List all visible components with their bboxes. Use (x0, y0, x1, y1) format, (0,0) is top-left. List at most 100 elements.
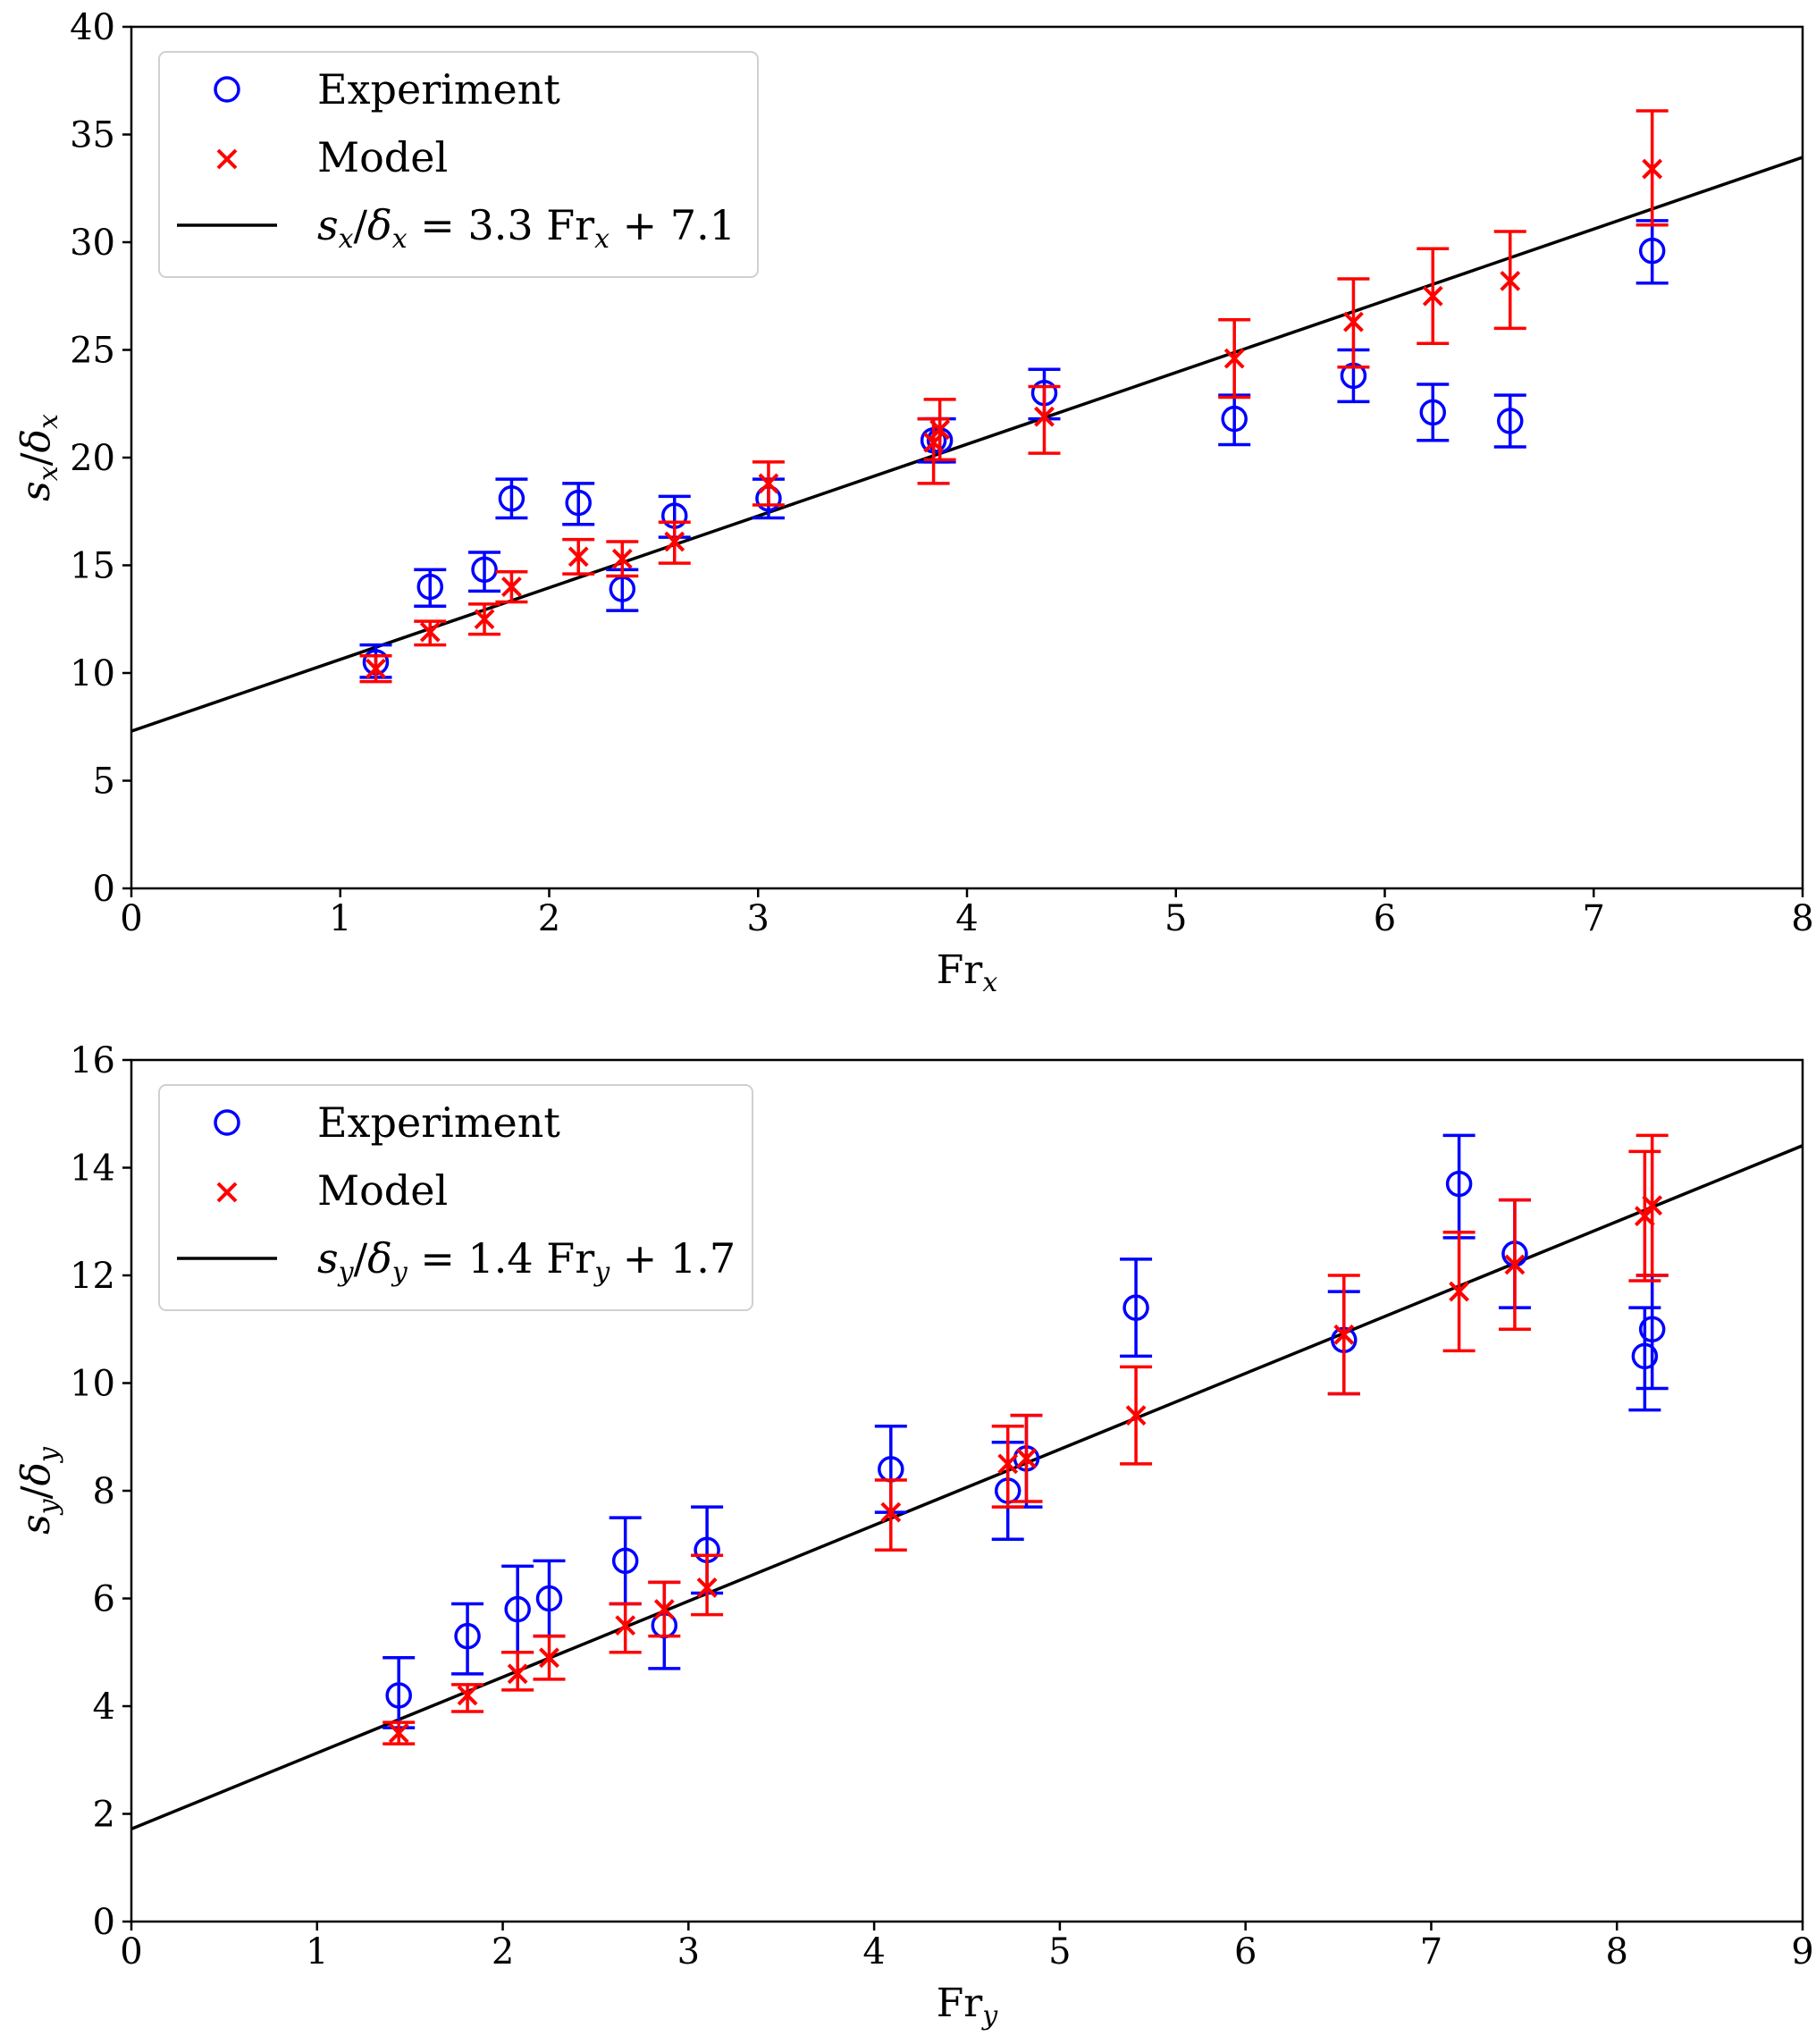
y-tick-label: 15 (70, 546, 115, 587)
legend-fit-label: sy/δy = 1.4 Fry + 1.7 (317, 1234, 736, 1288)
experiment-point (609, 1516, 642, 1606)
experiment-point (451, 1602, 484, 1676)
experiment-marker (1638, 1316, 1666, 1342)
y-tick-label: 8 (93, 1471, 115, 1512)
model-point (609, 1602, 642, 1654)
experiment-marker (565, 489, 592, 517)
model-marker (664, 531, 685, 552)
model-point (1337, 277, 1370, 369)
model-marker (1034, 406, 1055, 427)
x-axis-label: Frx (937, 947, 998, 998)
model-marker (501, 576, 522, 598)
y-tick-label: 0 (93, 1902, 115, 1943)
model-marker (1016, 1448, 1037, 1469)
x-tick-label: 0 (120, 898, 142, 939)
y-axis-label: sx/δx (13, 414, 64, 501)
model-point (606, 540, 639, 578)
legend: Experiment Model sx/δx = 3.3 Frx + 7.1 (158, 51, 759, 278)
model-marker (696, 1577, 718, 1598)
experiment-series (359, 219, 1669, 679)
model-point (1218, 318, 1251, 400)
y-tick-label: 40 (70, 7, 115, 48)
legend-box (158, 1084, 753, 1311)
model-marker (419, 621, 441, 643)
experiment-marker (454, 1622, 481, 1650)
model-point (648, 1580, 681, 1638)
model-point (991, 1424, 1024, 1509)
experiment-marker (1497, 408, 1524, 434)
x-tick-label: 2 (538, 898, 560, 939)
experiment-marker (611, 1547, 639, 1575)
model-point (383, 1720, 416, 1745)
x-tick-label: 5 (1048, 1931, 1071, 1973)
x-tick-label: 8 (1791, 898, 1813, 939)
model-marker (568, 546, 589, 568)
legend-experiment-label: Experiment (317, 1098, 560, 1147)
experiment-point (562, 482, 595, 526)
model-marker (1642, 1195, 1663, 1216)
legend-model-marker (216, 148, 238, 170)
model-series (359, 109, 1669, 684)
y-tick-label: 6 (93, 1579, 115, 1620)
experiment-point (1442, 1133, 1476, 1240)
x-tick-label: 4 (862, 1931, 885, 1973)
model-marker (1223, 348, 1245, 369)
fit-line (131, 156, 1803, 733)
model-point (1635, 109, 1669, 227)
legend-model-marker (216, 1182, 238, 1203)
legend-model-label: Model (317, 133, 448, 181)
model-marker (1343, 311, 1364, 332)
model-point (562, 537, 595, 576)
model-marker (880, 1501, 902, 1523)
x-tick-label: 0 (120, 1931, 142, 1973)
model-point (451, 1683, 484, 1713)
model-marker (611, 548, 633, 569)
y-tick-label: 35 (70, 115, 115, 156)
y-tick-label: 16 (70, 1040, 115, 1081)
model-point (1635, 1133, 1669, 1277)
model-point (874, 1478, 907, 1552)
y-tick-label: 10 (70, 653, 115, 694)
model-marker (1642, 158, 1663, 180)
experiment-marker (504, 1595, 531, 1623)
x-tick-label: 6 (1234, 1931, 1257, 1973)
model-point (359, 653, 392, 684)
y-tick-label: 12 (70, 1256, 115, 1297)
experiment-point (1635, 1274, 1669, 1391)
x-tick-label: 6 (1374, 898, 1396, 939)
model-point (658, 520, 691, 565)
experiment-marker (416, 573, 444, 601)
model-marker (615, 1615, 636, 1636)
x-tick-label: 1 (306, 1931, 328, 1973)
model-point (1028, 384, 1061, 455)
model-marker (653, 1599, 675, 1619)
experiment-marker (1631, 1342, 1659, 1370)
model-point (414, 619, 447, 647)
x-tick-label: 4 (955, 898, 978, 939)
model-point (691, 1553, 724, 1617)
x-tick-label: 5 (1164, 898, 1187, 939)
experiment-point (495, 477, 528, 520)
y-tick-label: 20 (70, 438, 115, 479)
experiment-point (1493, 393, 1526, 449)
model-marker (929, 419, 951, 441)
model-point (501, 1651, 534, 1692)
model-point (1442, 1231, 1476, 1353)
x-tick-label: 3 (747, 898, 769, 939)
model-point (533, 1634, 566, 1681)
legend-experiment-marker (214, 76, 240, 103)
experiment-point (501, 1564, 534, 1654)
x-tick-label: 3 (677, 1931, 700, 1973)
model-point (1498, 1198, 1531, 1331)
experiment-point (1417, 383, 1450, 442)
experiment-marker (385, 1682, 412, 1709)
model-point (1120, 1365, 1153, 1466)
y-tick-label: 14 (70, 1148, 115, 1190)
x-axis-label: Fry (937, 1981, 999, 2031)
experiment-point (414, 568, 447, 609)
y-tick-label: 30 (70, 223, 115, 264)
legend-experiment-marker (214, 1109, 240, 1136)
y-tick-label: 10 (70, 1364, 115, 1405)
experiment-marker (535, 1585, 563, 1612)
legend-fit-label: sx/δx = 3.3 Frx + 7.1 (317, 201, 736, 255)
